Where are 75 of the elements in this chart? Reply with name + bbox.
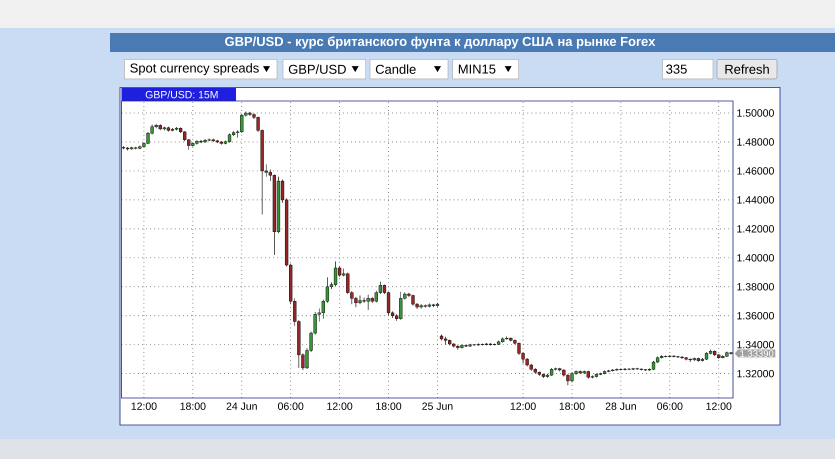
candlestick xyxy=(602,370,606,374)
y-tick-label: 1.40000 xyxy=(737,254,774,262)
candlestick xyxy=(704,352,708,360)
candlestick xyxy=(550,368,554,376)
candlestick xyxy=(334,261,338,286)
candlestick xyxy=(366,294,370,310)
candlestick xyxy=(717,354,720,360)
candlestick xyxy=(582,370,586,374)
text: MIN15 xyxy=(458,64,496,74)
x-tick-label: 12:00 xyxy=(327,402,352,410)
candlestick xyxy=(615,368,618,371)
y-tick-label: 1.34000 xyxy=(737,341,774,348)
candlestick xyxy=(484,342,488,346)
candlestick xyxy=(534,368,537,374)
candlestick xyxy=(460,344,464,349)
candlestick xyxy=(492,343,496,346)
candlestick xyxy=(411,294,415,306)
candlestick xyxy=(586,370,590,379)
y-tick-label: 1.50000 xyxy=(737,109,774,117)
candlestick xyxy=(668,354,672,358)
candlestick xyxy=(174,126,178,131)
candlestick xyxy=(240,114,244,134)
text: Spot currency spreads xyxy=(130,63,259,76)
x-tick-label: 18:00 xyxy=(180,402,206,410)
candlestick xyxy=(203,138,207,144)
candlestick xyxy=(594,373,598,378)
candlestick xyxy=(729,352,733,355)
x-tick-label: 06:00 xyxy=(278,402,304,410)
y-tick-label: 1.32000 xyxy=(737,370,774,378)
candlestick xyxy=(652,360,656,370)
x-tick-label: 28 Jun xyxy=(606,402,636,410)
candlestick xyxy=(191,142,194,147)
x-tick-label: 25 Jun xyxy=(422,402,452,410)
candlestick xyxy=(358,295,362,304)
y-tick-label: 1.42000 xyxy=(737,225,774,233)
x-tick-label: 06:00 xyxy=(657,402,682,410)
candlestick xyxy=(228,133,232,143)
candlestick xyxy=(158,124,162,130)
y-tick-label: 1.48000 xyxy=(737,138,774,146)
text: Refresh xyxy=(725,64,769,74)
candlestick xyxy=(195,140,199,145)
y-tick-label: 1.38000 xyxy=(737,283,774,290)
candlestick xyxy=(432,304,436,308)
y-tick-label: 1.44000 xyxy=(737,196,774,204)
y-tick-label: 1.46000 xyxy=(737,167,774,175)
chart-title: GBP/USD - курс британского фунта к доллару США на рынке Forex xyxy=(225,36,656,49)
candlestick xyxy=(664,355,668,358)
candlestick xyxy=(713,350,716,356)
candlestick xyxy=(464,344,468,348)
candlestick xyxy=(444,336,448,345)
text: 335 xyxy=(666,64,687,74)
candlestick xyxy=(623,368,627,371)
text: Candle xyxy=(376,64,416,74)
text: GBP/USD: 15M xyxy=(146,90,218,98)
x-tick-label: 12:00 xyxy=(132,402,157,410)
y-tick-label: 1.36000 xyxy=(737,312,774,320)
candlestick xyxy=(696,358,700,362)
candlestick xyxy=(138,145,142,150)
candlestick xyxy=(170,128,174,132)
text: 1.33390 xyxy=(740,350,774,357)
candlestick xyxy=(542,373,546,378)
candlestick xyxy=(212,138,215,142)
candlestick xyxy=(725,351,729,358)
x-tick-label: 18:00 xyxy=(376,402,402,410)
text: GBP/USD xyxy=(288,64,346,74)
candlestick xyxy=(399,292,402,320)
x-tick-label: 24 Jun xyxy=(226,402,257,410)
candlestick xyxy=(440,334,444,341)
candlestick xyxy=(501,337,504,343)
candlestick xyxy=(468,344,472,348)
x-tick-label: 12:00 xyxy=(706,402,732,410)
candlestick xyxy=(448,339,452,346)
x-tick-label: 18:00 xyxy=(560,402,585,410)
candlestick xyxy=(570,372,574,383)
x-tick-label: 12:00 xyxy=(510,402,536,410)
